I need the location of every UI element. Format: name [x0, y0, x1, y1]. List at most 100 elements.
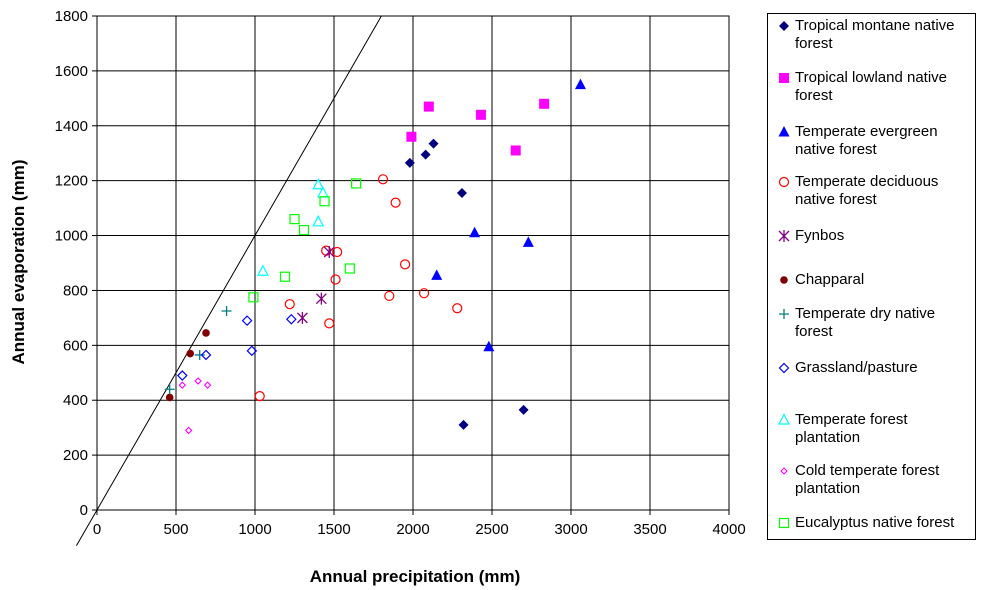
- legend-marker: [778, 517, 790, 529]
- y-tick-label: 0: [80, 502, 88, 519]
- grid-lines: [92, 15, 730, 515]
- data-point: [456, 188, 467, 199]
- data-point: [186, 349, 195, 358]
- data-point: [164, 384, 175, 395]
- data-point: [165, 393, 174, 402]
- data-point: [194, 349, 205, 360]
- data-point: [284, 299, 295, 310]
- data-point: [518, 404, 529, 415]
- legend-marker-shape: [779, 309, 789, 319]
- legend-marker-shape: [778, 517, 790, 529]
- data-point: [469, 226, 481, 238]
- data-point: [324, 318, 335, 329]
- data-point: [475, 109, 486, 120]
- data-point: [323, 246, 335, 259]
- x-tick-label: 2500: [475, 521, 508, 538]
- x-tick-label: 3000: [554, 521, 587, 538]
- legend-marker-shape: [778, 126, 790, 137]
- data-point: [202, 329, 210, 337]
- legend-label: Temperate dry native forest: [795, 305, 936, 340]
- data-point: [390, 197, 401, 208]
- legend-marker-shape: [779, 21, 789, 31]
- legend-label: Chapparal: [795, 271, 865, 288]
- legend-marker: [778, 362, 790, 374]
- data-point: [184, 426, 193, 435]
- data-point: [458, 419, 469, 430]
- data-point: [298, 224, 310, 236]
- data-point: [423, 101, 434, 112]
- y-axis-title: Annual evaporation (mm): [9, 160, 28, 365]
- data-point: [510, 145, 521, 156]
- legend-label: Cold temperate forest plantation: [795, 462, 940, 497]
- legend-marker-shape: [778, 362, 790, 374]
- data-point: [574, 78, 586, 90]
- scatter-chart: 0 500 1000 1500 2000 2500 3000 3500 4000 0 200 400…: [9, 8, 746, 586]
- data-point: [200, 349, 212, 361]
- data-point: [384, 290, 395, 302]
- legend-marker: [778, 126, 790, 137]
- legend-label: Eucalyptus native forest: [795, 514, 955, 531]
- data-point: [522, 236, 534, 247]
- data-point: [256, 264, 269, 276]
- legend-marker-shape: [778, 230, 790, 242]
- y-tick-label: 600: [63, 337, 88, 354]
- legend-marker: [778, 413, 790, 425]
- legend-label: Temperate forest plantation: [795, 411, 908, 446]
- data-point: [332, 246, 343, 258]
- y-tick-label: 1000: [55, 228, 88, 245]
- data-point: [254, 391, 265, 402]
- reference-line: [76, 15, 382, 546]
- y-tick-label: 1800: [55, 8, 88, 25]
- legend-marker-shape: [778, 176, 790, 188]
- x-tick-label: 1000: [238, 521, 271, 538]
- legend-marker: [778, 230, 790, 242]
- data-points: [164, 78, 586, 435]
- legend-marker: [779, 73, 789, 83]
- legend-label: Fynbos: [795, 227, 845, 244]
- data-point: [420, 149, 431, 160]
- plot-frame: [96, 15, 730, 511]
- x-axis-title: Annual precipitation (mm): [310, 567, 521, 586]
- legend-marker-shape: [780, 467, 788, 475]
- data-point: [330, 274, 341, 285]
- y-tick-label: 1400: [55, 118, 88, 135]
- legend-marker: [779, 309, 789, 319]
- data-point: [203, 381, 212, 389]
- data-point: [176, 370, 188, 381]
- data-point: [428, 138, 439, 149]
- data-point: [312, 215, 325, 227]
- y-tick-label: 200: [63, 447, 88, 464]
- legend-marker-shape: [778, 413, 790, 425]
- data-point: [241, 315, 253, 326]
- data-point: [452, 303, 463, 314]
- data-point: [194, 377, 202, 385]
- y-tick-label: 1600: [55, 63, 88, 80]
- data-point: [246, 345, 258, 357]
- data-point: [289, 213, 300, 225]
- data-point: [319, 196, 330, 207]
- legend-marker: [778, 176, 790, 188]
- x-tick-label: 3500: [633, 521, 666, 538]
- x-tick-label: 0: [93, 521, 101, 538]
- data-point: [248, 292, 259, 303]
- x-tick-labels: 0 500 1000 1500 2000 2500 3000 3500 4000: [93, 521, 746, 538]
- data-point: [351, 178, 362, 189]
- data-point: [539, 98, 550, 109]
- legend: Tropical montane native forest Tropical l…: [767, 13, 976, 540]
- y-tick-label: 400: [63, 392, 88, 409]
- data-point: [377, 174, 389, 185]
- legend-label: Temperate evergreen native forest: [795, 123, 938, 158]
- legend-marker-shape: [780, 276, 788, 284]
- legend-marker: [780, 467, 788, 475]
- data-point: [483, 340, 495, 352]
- data-point: [279, 271, 291, 282]
- data-point: [400, 259, 411, 270]
- data-point: [312, 177, 325, 190]
- legend-marker: [780, 276, 788, 284]
- data-point: [344, 263, 355, 274]
- x-tick-label: 500: [163, 521, 188, 538]
- data-point: [431, 269, 443, 280]
- legend-label: Tropical montane native forest: [795, 17, 955, 52]
- y-tick-labels: 0 200 400 600 800 1000 1200 1400 1600 1800: [55, 8, 88, 519]
- legend-label: Tropical lowland native forest: [795, 69, 948, 104]
